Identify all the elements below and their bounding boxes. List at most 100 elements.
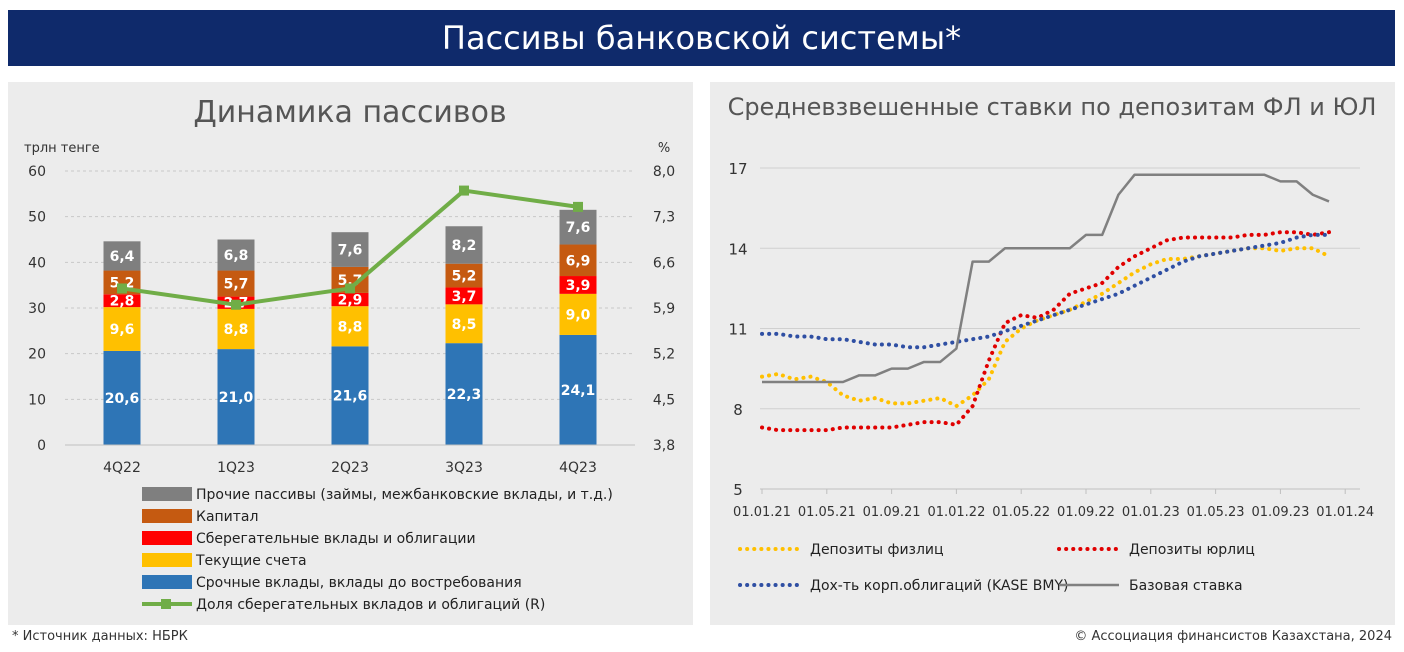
x-tick-label: 2Q23 <box>331 460 369 476</box>
y-tick-label: 40 <box>28 255 46 271</box>
bar-segment <box>331 292 369 307</box>
y-tick-label: 10 <box>28 392 46 408</box>
series-line <box>762 173 1330 384</box>
bar-segment <box>331 306 369 347</box>
y-tick-label: 5 <box>733 481 743 499</box>
bar-segment <box>103 307 141 351</box>
x-tick-label: 01.01.21 <box>733 505 791 520</box>
y2-tick-label: 7,3 <box>653 210 675 226</box>
x-tick-label: 01.01.22 <box>927 505 985 520</box>
y2-tick-label: 5,9 <box>653 301 675 317</box>
data-label: 8,5 <box>452 317 477 333</box>
share-line-marker <box>117 283 127 294</box>
bar-segment <box>445 287 483 305</box>
bar-segment <box>217 308 255 350</box>
share-line-marker <box>345 283 355 294</box>
y2-tick-label: 6,6 <box>653 255 675 271</box>
chart-title: Динамика пассивов <box>193 95 506 130</box>
x-tick-label: 1Q23 <box>217 460 255 476</box>
bar-segment <box>445 304 483 344</box>
copyright-note: © Ассоциация финансистов Казахстана, 202… <box>1074 629 1392 644</box>
data-label: 9,0 <box>566 307 591 323</box>
series-line <box>760 230 1331 433</box>
data-label: 6,9 <box>566 253 591 269</box>
data-label: 8,8 <box>224 322 249 338</box>
y-tick-label: 20 <box>28 347 46 363</box>
bar-segment <box>217 239 255 271</box>
data-label: 22,3 <box>447 387 482 403</box>
bar-segment <box>103 241 141 271</box>
data-label: 7,6 <box>338 243 363 259</box>
legend-swatch <box>142 487 192 501</box>
legend-swatch <box>142 553 192 567</box>
y-tick-label: 0 <box>37 438 46 454</box>
legend-swatch <box>142 509 192 523</box>
x-tick-label: 01.01.23 <box>1122 505 1180 520</box>
x-tick-label: 01.09.23 <box>1251 505 1309 520</box>
legend-label: Базовая ставка <box>1129 578 1243 594</box>
data-label: 2,9 <box>338 293 363 309</box>
bar-segment <box>559 244 597 277</box>
y-tick-label: 17 <box>728 160 747 178</box>
chart-title: Средневзвешенные ставки по депозитам ФЛ … <box>728 93 1377 121</box>
y-axis-label: трлн тенге <box>24 141 100 156</box>
series-line <box>760 246 1331 409</box>
x-tick-label: 01.01.24 <box>1316 505 1374 520</box>
legend-label: Доля сберегательных вкладов и облигаций … <box>196 597 545 613</box>
y2-axis-label: % <box>658 141 670 156</box>
legend-label: Дох-ть корп.облигаций (KASE BMY) <box>810 578 1068 594</box>
bar-segment <box>559 334 597 445</box>
data-label: 6,4 <box>110 249 135 265</box>
bar-segment <box>445 263 483 288</box>
bar-segment <box>103 294 141 308</box>
y-tick-label: 30 <box>28 301 46 317</box>
bar-segment <box>217 349 255 445</box>
data-label: 3,9 <box>566 278 591 294</box>
bar-segment <box>559 209 597 245</box>
liabilities-chart-panel: Динамика пассивов трлн тенге % 20,6 9,6 2,… <box>8 82 693 625</box>
data-label: 9,6 <box>110 322 135 338</box>
bar-segment <box>559 293 597 335</box>
legend-label: Срочные вклады, вклады до востребования <box>196 575 522 591</box>
x-tick-label: 4Q23 <box>559 460 597 476</box>
legend-swatch <box>142 575 192 589</box>
legend-swatch <box>142 531 192 545</box>
x-tick-label: 01.05.21 <box>798 505 856 520</box>
bar-segment <box>559 276 597 294</box>
y2-tick-label: 3,8 <box>653 438 675 454</box>
bar-segment <box>445 226 483 264</box>
x-tick-label: 01.09.22 <box>1057 505 1115 520</box>
source-note: * Источник данных: НБРК <box>12 629 188 644</box>
legend-label: Сберегательные вклады и облигации <box>196 531 476 547</box>
legend-line-marker <box>161 599 171 609</box>
y-tick-label: 11 <box>728 321 747 339</box>
data-label: 20,6 <box>105 391 140 407</box>
data-label: 21,6 <box>333 389 368 405</box>
data-label: 6,8 <box>224 248 249 264</box>
legend-label: Прочие пассивы (займы, межбанковские вкл… <box>196 487 613 503</box>
x-tick-label: 4Q22 <box>103 460 141 476</box>
data-label: 8,2 <box>452 238 477 254</box>
data-label: 3,7 <box>452 289 477 305</box>
share-line-marker <box>231 299 241 310</box>
share-line-marker <box>573 201 583 212</box>
x-tick-label: 3Q23 <box>445 460 483 476</box>
data-label: 21,0 <box>219 390 254 406</box>
bar-segment <box>217 270 255 297</box>
y-tick-label: 14 <box>728 240 747 258</box>
legend-label: Капитал <box>196 509 258 525</box>
data-label: 8,8 <box>338 319 363 335</box>
y2-tick-label: 4,5 <box>653 392 675 408</box>
data-label: 24,1 <box>561 383 596 399</box>
legend-label: Текущие счета <box>195 553 307 569</box>
y2-tick-label: 5,2 <box>653 347 675 363</box>
bar-segment <box>103 350 141 445</box>
rates-chart-panel: Средневзвешенные ставки по депозитам ФЛ … <box>710 82 1395 625</box>
liabilities-chart: Динамика пассивов трлн тенге % 20,6 9,6 2,… <box>24 95 675 613</box>
data-label: 2,8 <box>110 294 135 310</box>
data-label: 7,6 <box>566 220 591 236</box>
x-tick-label: 01.09.21 <box>863 505 921 520</box>
bar-segment <box>445 343 483 445</box>
bar-segment <box>331 346 369 445</box>
y-tick-label: 50 <box>28 210 46 226</box>
